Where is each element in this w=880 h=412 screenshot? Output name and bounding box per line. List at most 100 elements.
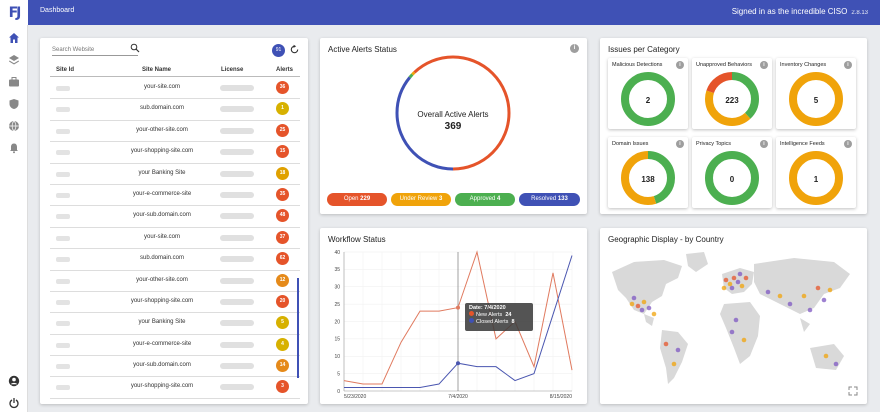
site-name[interactable]: your-sub.domain.com [133,212,191,219]
country-marker[interactable] [807,307,813,313]
under-review-pill[interactable]: Under Review 3 [391,193,451,206]
country-marker[interactable] [675,347,681,353]
fullscreen-icon[interactable] [848,386,858,396]
category-tile[interactable]: Domain Issues i 138 [608,137,688,208]
refresh-icon[interactable] [289,44,300,55]
alert-count-badge[interactable]: 25 [276,123,289,137]
country-marker[interactable] [639,307,645,313]
info-icon[interactable]: i [676,61,684,69]
alert-count-badge[interactable]: 5 [276,316,289,330]
alert-count-badge[interactable]: 15 [276,145,289,159]
layers-icon[interactable] [8,54,20,66]
country-marker[interactable] [787,301,793,307]
country-marker[interactable] [735,279,741,285]
site-name[interactable]: your-e-commerce-site [132,190,192,197]
site-name[interactable]: your-other-site.com [136,126,188,133]
table-row[interactable]: your-site.com 37 [50,228,300,250]
table-row[interactable]: sub.domain.com 1 [50,99,300,121]
country-marker[interactable] [729,329,735,335]
site-name[interactable]: your Banking Site [138,169,186,176]
category-tile[interactable]: Intelligence Feeds i 1 [776,137,856,208]
category-tile[interactable]: Malicious Detections i 2 [608,58,688,129]
country-marker[interactable] [815,285,821,291]
site-name[interactable]: your-site.com [143,233,180,240]
category-tile[interactable]: Privacy Topics i 0 [692,137,772,208]
alert-count-badge[interactable]: 62 [276,252,289,266]
site-name[interactable]: your-shopping-site.com [130,383,194,390]
country-marker[interactable] [729,285,735,291]
search-icon[interactable] [130,43,140,53]
country-marker[interactable] [801,293,807,299]
site-name[interactable]: your-shopping-site.com [130,297,194,304]
alert-count-badge[interactable]: 4 [276,337,289,351]
country-marker[interactable] [741,337,747,343]
bell-icon[interactable] [8,142,20,154]
country-marker[interactable] [671,361,677,367]
category-tile[interactable]: Inventory Changes i 5 [776,58,856,129]
category-tile[interactable]: Unapproved Behaviors i 223 [692,58,772,129]
info-icon[interactable]: i [676,140,684,148]
country-marker[interactable] [777,293,783,299]
site-name[interactable]: your-other-site.com [136,276,188,283]
col-alerts[interactable]: Alerts [276,67,294,73]
country-marker[interactable] [739,283,745,289]
site-name[interactable]: your-e-commerce-site [132,340,192,347]
site-name[interactable]: your-site.com [143,84,180,90]
country-marker[interactable] [743,275,749,281]
globe-icon[interactable] [8,120,20,132]
power-icon[interactable] [8,397,20,409]
table-row[interactable]: your-shopping-site.com 15 [50,142,300,164]
country-marker[interactable] [833,361,839,367]
country-marker[interactable] [641,299,647,305]
table-row[interactable]: your-e-commerce-site 35 [50,185,300,207]
country-marker[interactable] [629,301,635,307]
table-row[interactable]: your-e-commerce-site 4 [50,335,300,357]
account-icon[interactable] [8,375,20,387]
alert-count-badge[interactable]: 48 [276,209,289,223]
site-name[interactable]: sub.domain.com [139,105,185,112]
country-marker[interactable] [723,277,729,283]
alert-count-badge[interactable]: 20 [276,294,289,308]
country-marker[interactable] [663,341,669,347]
alert-count-badge[interactable]: 37 [276,230,289,244]
country-marker[interactable] [646,305,652,311]
info-icon[interactable]: i [760,61,768,69]
country-marker[interactable] [823,353,829,359]
info-icon[interactable]: i [844,140,852,148]
home-icon[interactable] [8,32,20,44]
country-marker[interactable] [821,297,827,303]
table-row[interactable]: your-shopping-site.com 20 [50,292,300,314]
country-marker[interactable] [635,303,641,309]
country-marker[interactable] [765,289,771,295]
briefcase-icon[interactable] [8,76,20,88]
country-marker[interactable] [727,281,733,287]
table-row[interactable]: your-shopping-site.com 3 [50,377,300,399]
info-icon[interactable]: i [844,61,852,69]
search-input[interactable]: Search Website [52,46,138,56]
country-marker[interactable] [651,311,657,317]
shield-icon[interactable] [8,98,20,110]
resolved-pill[interactable]: Resolved 133 [519,193,580,206]
info-icon[interactable]: i [570,44,579,53]
info-icon[interactable]: i [760,140,768,148]
world-map[interactable] [604,244,863,400]
table-scrollbar[interactable] [297,278,299,378]
col-site-name[interactable]: Site Name [142,67,172,73]
alert-count-badge[interactable]: 35 [276,187,289,201]
site-name[interactable]: your-sub.domain.com [133,362,191,369]
table-row[interactable]: your Banking Site 18 [50,164,300,185]
country-marker[interactable] [721,285,727,291]
table-row[interactable]: your-other-site.com 25 [50,121,300,143]
country-marker[interactable] [733,317,739,323]
alert-count-badge[interactable]: 14 [276,359,289,373]
app-logo[interactable]: FJ [0,0,28,25]
table-row[interactable]: your-sub.domain.com 14 [50,356,300,378]
country-marker[interactable] [731,275,737,281]
site-name[interactable]: your-shopping-site.com [130,148,194,155]
open-pill[interactable]: Open 229 [327,193,387,206]
country-marker[interactable] [827,287,833,293]
table-row[interactable]: your-sub.domain.com 48 [50,206,300,228]
col-site-id[interactable]: Site Id [56,67,75,73]
country-marker[interactable] [737,271,743,277]
table-row[interactable]: your-other-site.com 12 [50,271,300,292]
